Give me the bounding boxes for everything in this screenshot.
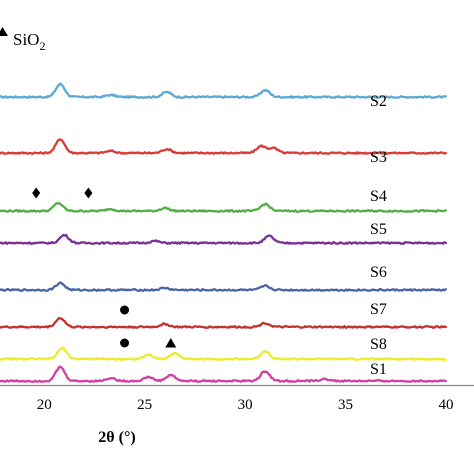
x-tick-label-40: 40 bbox=[439, 397, 454, 413]
series-line-s6 bbox=[0, 281, 447, 292]
diamond-marker-s4-0 bbox=[32, 187, 41, 199]
x-axis-ticks: 20 25 30 35 40 bbox=[37, 397, 454, 413]
series-label-s3: S3 bbox=[370, 149, 387, 166]
marker-group bbox=[32, 187, 177, 348]
series-label-s5: S5 bbox=[370, 221, 387, 238]
x-tick-label-30: 30 bbox=[238, 397, 253, 413]
legend-triangle-marker bbox=[0, 27, 8, 36]
series-line-s8 bbox=[0, 346, 447, 361]
series-line-s7 bbox=[0, 316, 447, 329]
triangle-marker-s8-4 bbox=[165, 338, 177, 348]
series-label-s4: S4 bbox=[370, 188, 387, 205]
legend-label: SiO2 bbox=[13, 30, 45, 53]
x-tick-label-20: 20 bbox=[37, 397, 52, 413]
series-label-s8: S8 bbox=[370, 336, 387, 353]
series-line-s2 bbox=[0, 82, 447, 99]
series-line-s5 bbox=[0, 233, 447, 245]
x-tick-label-25: 25 bbox=[137, 397, 152, 413]
legend: SiO2 bbox=[0, 27, 45, 53]
series-line-s3 bbox=[0, 138, 447, 155]
diamond-marker-s4-1 bbox=[84, 187, 93, 199]
series-label-s7: S7 bbox=[370, 301, 387, 318]
series-group: S2 S3 S4 S5 S6 S7 S8 S1 bbox=[0, 82, 447, 383]
circle-marker-s7-2 bbox=[120, 305, 130, 315]
circle-marker-s8-3 bbox=[120, 338, 130, 348]
series-label-s1: S1 bbox=[370, 361, 387, 378]
x-tick-label-35: 35 bbox=[338, 397, 353, 413]
series-line-s1 bbox=[0, 365, 447, 383]
series-label-s2: S2 bbox=[370, 93, 387, 110]
series-line-s4 bbox=[0, 201, 447, 213]
x-axis-title: 2θ (°) bbox=[98, 429, 135, 446]
series-label-s6: S6 bbox=[370, 264, 387, 281]
